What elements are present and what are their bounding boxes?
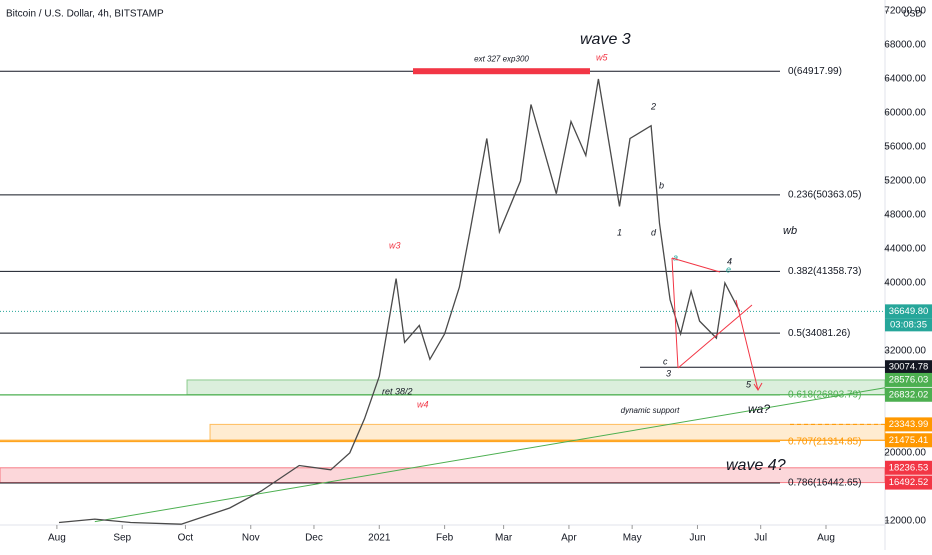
x-tick-label: May	[623, 533, 642, 544]
annotation: w4	[417, 399, 429, 409]
price-label-box	[885, 360, 932, 375]
arrow-drawing	[735, 299, 763, 391]
trendline	[94, 387, 886, 523]
price-label-box	[885, 372, 932, 387]
annotation: wave 4?	[726, 457, 786, 474]
zone	[186, 379, 886, 396]
annotation: b	[659, 180, 664, 190]
annotation: 5	[746, 379, 752, 389]
y-tick-label: 60000.00	[884, 108, 926, 119]
fib-label: 0.786(16442.65)	[788, 478, 861, 489]
x-tick-label: 2021	[368, 533, 391, 544]
x-tick-label: Nov	[242, 533, 260, 544]
price-label: 26832.02	[889, 389, 929, 400]
annotation: wb	[783, 225, 797, 237]
fib-label: 0.236(50363.05)	[788, 189, 861, 200]
annotation: 3	[666, 368, 671, 378]
x-tick-label: Feb	[436, 533, 454, 544]
x-tick-label: Jun	[689, 533, 705, 544]
x-tick-label: Aug	[48, 533, 66, 544]
y-tick-label: 40000.00	[884, 278, 926, 289]
annotation: w5	[596, 52, 608, 62]
x-tick-label: Oct	[178, 533, 194, 544]
price-label-box	[885, 460, 932, 475]
price-label: 36649.80	[889, 306, 929, 317]
trendline-label: dynamic support	[621, 406, 680, 415]
price-line-series	[58, 78, 741, 525]
annotation: 4	[727, 256, 732, 266]
y-tick-label: 20000.00	[884, 447, 926, 458]
annotation: c	[663, 356, 668, 366]
price-label-box	[885, 417, 932, 432]
currency: USD	[903, 8, 923, 18]
price-label: 16492.52	[889, 477, 929, 488]
annotation: d	[651, 227, 657, 237]
x-tick-label: Aug	[817, 533, 835, 544]
annotation: ret 38/2	[382, 386, 413, 396]
chart-title: Bitcoin / U.S. Dollar, 4h, BITSTAMP	[6, 9, 164, 20]
x-tick-label: Sep	[113, 533, 131, 544]
countdown: 03:08:35	[890, 319, 927, 330]
price-label-box	[885, 433, 932, 448]
annotation: wave 3	[580, 31, 631, 48]
price-label: 28576.03	[889, 374, 929, 385]
annotation: 2	[650, 101, 656, 111]
y-tick-label: 48000.00	[884, 210, 926, 221]
annotation: w3	[389, 240, 401, 250]
price-label: 30074.78	[889, 362, 929, 373]
fib-label: 0.707(21314.85)	[788, 436, 861, 447]
price-label: 21475.41	[889, 435, 929, 446]
y-tick-label: 56000.00	[884, 142, 926, 153]
y-tick-label: 72000.00	[884, 6, 926, 17]
price-label-box	[885, 475, 932, 490]
zone	[209, 423, 886, 441]
plot: 0(64917.99) 0.236(50363.05) 0.382(41358.73…	[0, 54, 886, 525]
price-label: 23343.99	[889, 419, 929, 430]
annotation: e	[726, 264, 731, 274]
x-tick-label: Jul	[754, 533, 767, 544]
y-tick-label: 64000.00	[884, 74, 926, 85]
fib-label: 0(64917.99)	[788, 66, 842, 77]
annotation: 1	[617, 227, 622, 237]
y-tick-label: 32000.00	[884, 345, 926, 356]
fib-label: 0.382(41358.73)	[788, 266, 861, 277]
y-tick-label: 52000.00	[884, 176, 926, 187]
y-tick-label: 12000.00	[884, 515, 926, 526]
extension-bar	[413, 68, 590, 75]
y-tick-label: 68000.00	[884, 40, 926, 51]
fib-label: 0.5(34081.26)	[788, 328, 850, 339]
y-tick-label: 44000.00	[884, 244, 926, 255]
price-label: 18236.53	[889, 462, 929, 473]
x-tick-label: Dec	[305, 533, 323, 544]
price-label-box	[885, 387, 932, 402]
extension-label: ext 327 exp300	[474, 54, 529, 63]
price-label-box	[885, 304, 932, 319]
countdown-box	[885, 318, 932, 332]
x-tick-label: Mar	[495, 533, 513, 544]
annotation: wa?	[748, 402, 770, 416]
x-tick-label: Apr	[561, 533, 577, 544]
annotation: a	[673, 252, 678, 262]
